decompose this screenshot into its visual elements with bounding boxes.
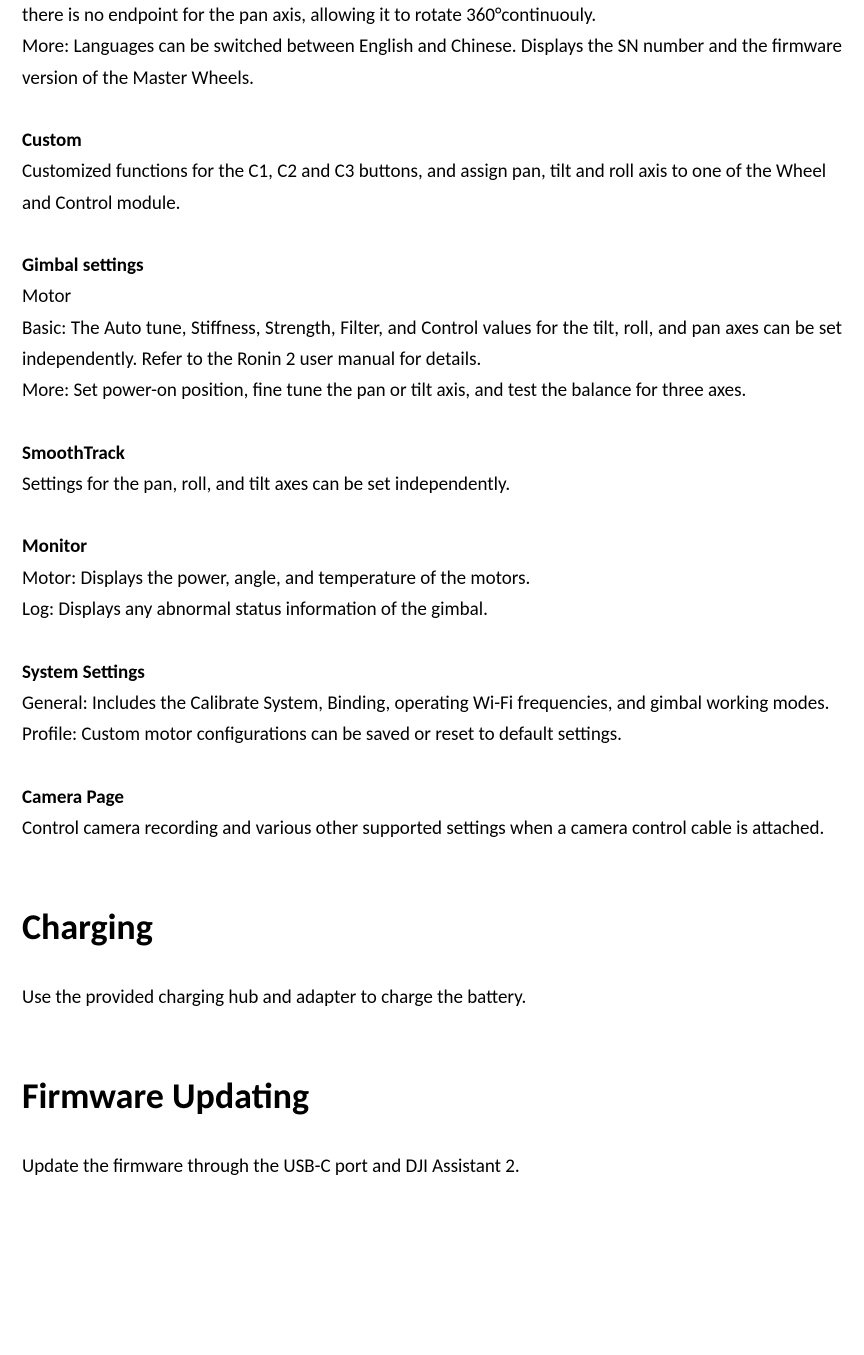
spacer — [22, 951, 842, 982]
system-profile: Profile: Custom motor configurations can… — [22, 719, 842, 750]
smoothtrack-body: Settings for the pan, roll, and tilt axe… — [22, 469, 842, 500]
monitor-log: Log: Displays any abnormal status inform… — [22, 594, 842, 625]
intro-line-1: there is no endpoint for the pan axis, a… — [22, 0, 842, 31]
firmware-body: Update the firmware through the USB-C po… — [22, 1151, 842, 1182]
spacer — [22, 1120, 842, 1151]
camera-heading: Camera Page — [22, 782, 842, 813]
spacer — [22, 407, 842, 438]
camera-body: Control camera recording and various oth… — [22, 813, 842, 844]
gimbal-basic: Basic: The Auto tune, Stiffness, Strengt… — [22, 313, 842, 376]
spacer — [22, 94, 842, 125]
charging-body: Use the provided charging hub and adapte… — [22, 982, 842, 1013]
monitor-motor: Motor: Displays the power, angle, and te… — [22, 563, 842, 594]
spacer — [22, 219, 842, 250]
intro-line-2: More: Languages can be switched between … — [22, 31, 842, 94]
smoothtrack-heading: SmoothTrack — [22, 438, 842, 469]
spacer — [22, 626, 842, 657]
gimbal-heading: Gimbal settings — [22, 250, 842, 281]
system-general: General: Includes the Calibrate System, … — [22, 688, 842, 719]
gimbal-more: More: Set power-on position, fine tune t… — [22, 375, 842, 406]
custom-body: Customized functions for the C1, C2 and … — [22, 156, 842, 219]
document-page: there is no endpoint for the pan axis, a… — [0, 0, 864, 1223]
monitor-heading: Monitor — [22, 531, 842, 562]
system-heading: System Settings — [22, 657, 842, 688]
spacer — [22, 751, 842, 782]
firmware-heading: Firmware Updating — [22, 1073, 842, 1120]
spacer-large — [22, 1013, 842, 1073]
custom-heading: Custom — [22, 125, 842, 156]
charging-heading: Charging — [22, 904, 842, 951]
spacer — [22, 500, 842, 531]
spacer-large — [22, 844, 842, 904]
gimbal-motor-label: Motor — [22, 281, 842, 312]
